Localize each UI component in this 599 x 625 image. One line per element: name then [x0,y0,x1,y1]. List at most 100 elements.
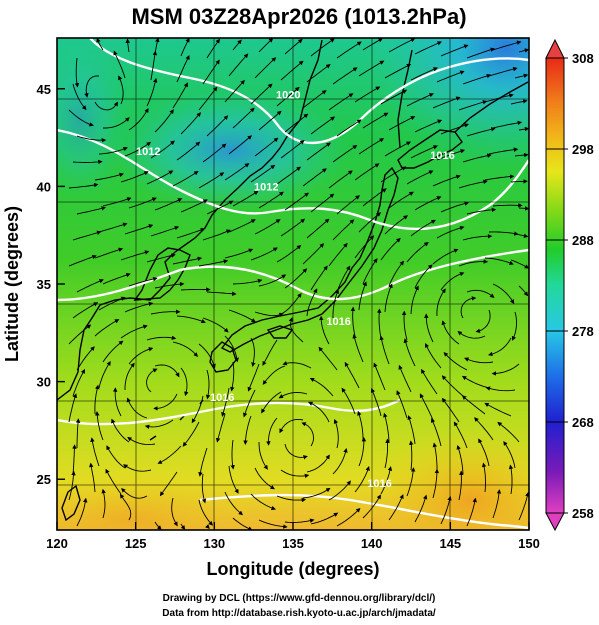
wind-streamline [462,233,493,241]
wind-streamline [488,66,518,77]
wind-streamline [379,335,390,365]
wind-streamline [424,313,434,343]
isobar-label: 1016 [210,392,234,404]
wind-streamline [232,39,242,51]
wind-streamline [414,119,443,133]
wind-streamline [146,170,174,185]
wind-streamline [266,417,278,446]
wind-streamline [410,145,438,159]
wind-streamline [492,40,522,51]
wind-streamline [492,283,515,305]
wind-streamline [488,337,512,357]
wind-streamline [388,494,404,521]
wind-streamline [94,384,100,415]
wind-streamline [288,317,304,343]
wind-streamline [254,467,275,490]
wind-streamline [258,274,287,287]
wind-streamline [120,250,150,261]
wind-streamline [89,462,96,493]
wind-streamline [94,172,124,181]
wind-streamline [247,363,260,392]
isobar-label: 1016 [367,478,391,490]
wind-streamline [98,296,126,311]
wind-streamline [68,182,99,189]
wind-streamline [258,110,282,131]
wind-streamline [336,265,351,293]
wind-streamline [206,115,229,137]
wind-streamline [308,401,330,423]
wind-streamline [436,70,465,83]
credit-data: Data from http://database.rish.kyoto-u.a… [162,608,436,619]
wind-streamline [508,464,514,495]
wind-streamline [440,44,469,57]
colorbar-tick-label: 288 [572,233,594,248]
wind-streamline [457,330,486,339]
wind-streamline [198,343,216,369]
wind-streamline [357,410,364,440]
wind-streamline [301,422,314,447]
wind-streamline [388,191,414,209]
wind-streamline [384,63,412,79]
wind-streamline [492,489,502,519]
isobar-label: 1016 [430,150,454,162]
colorbar: 258 268 278 288 298 308 [545,38,594,532]
wind-streamline [328,242,348,267]
wind-streamline [503,440,516,469]
wind-streamline [466,207,497,215]
wind-streamline [202,59,220,85]
wind-streamline [278,392,308,399]
wind-streamline [120,324,148,339]
isobar-labels: 1012 1020 1016 1012 1016 1016 1016 [136,90,455,491]
wind-streamline [410,285,419,315]
wind-streamline [518,491,529,521]
wind-streamline [84,75,99,98]
wind-streamline [228,309,256,323]
wind-streamline [510,259,529,269]
wind-streamline [362,494,381,519]
wind-streamline [510,179,528,184]
wind-streamline [440,272,465,291]
wind-streamline [336,41,362,59]
wind-streamline [302,168,327,187]
wind-streamline [123,464,152,472]
isobar-label: 1012 [254,181,278,193]
wind-streamline [284,113,309,133]
wind-streamline [410,67,438,81]
wind-streamline [230,439,235,470]
wind-streamline [76,497,88,527]
credit-drawing: Drawing by DCL (https://www.gfd-dennou.o… [163,593,436,604]
wind-streamline [228,135,252,155]
wind-streamline [388,38,416,53]
wind-streamline [440,201,470,213]
wind-streamline [332,448,348,475]
wind-streamline [336,119,362,137]
wind-streamline [475,309,491,333]
wind-streamline [398,364,412,393]
wind-streamline [401,310,408,341]
wind-streamline [302,487,331,499]
wind-streamline [485,386,516,392]
wind-streamline [432,174,461,187]
wind-streamline [332,289,340,318]
wind-streamline [157,445,182,464]
wind-streamline [101,488,106,519]
wind-streamline [440,123,469,135]
wind-streamline [202,143,227,163]
wind-streamline [440,495,452,525]
wind-streamline [441,320,460,345]
wind-streamline [126,397,148,419]
wind-streamline [384,141,411,157]
wind-streamline [154,364,180,378]
y-axis-label: Latitude (degrees) [2,206,22,362]
wind-streamline [76,279,104,293]
wind-streamline [409,440,414,471]
colorbar-tick-label: 308 [572,51,594,66]
wind-streamline [328,93,354,111]
wind-streamline [146,253,176,263]
wind-streamline [344,361,360,389]
wind-streamline [224,163,250,181]
wind-streamline [262,339,278,366]
wind-streamline [488,231,519,236]
wind-streamline [488,147,519,155]
wind-streamline [441,375,464,397]
